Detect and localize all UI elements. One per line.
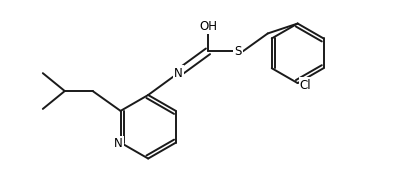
Text: OH: OH <box>199 20 217 33</box>
Text: N: N <box>174 67 182 80</box>
Text: S: S <box>234 45 242 58</box>
Text: N: N <box>114 137 123 150</box>
Text: Cl: Cl <box>300 79 311 92</box>
